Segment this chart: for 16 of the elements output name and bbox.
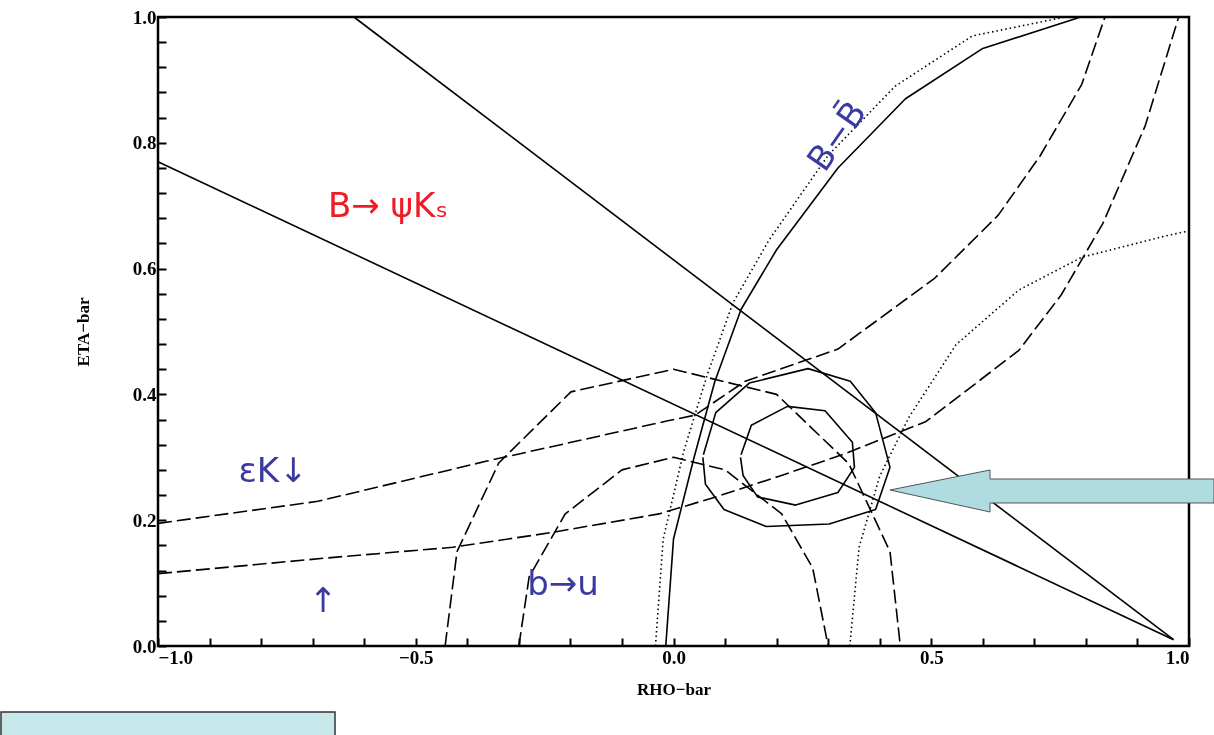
annotation: b→u <box>527 563 599 603</box>
x-tick-label: −1.0 <box>158 646 194 668</box>
y-tick-label: 0.6 <box>132 258 157 280</box>
y-tick-label: 1.0 <box>132 6 157 28</box>
x-tick-label: 0.0 <box>662 646 686 668</box>
annotation: εK↓ <box>238 450 308 490</box>
y-tick-label: 0.8 <box>132 132 157 154</box>
x-tick-label: −0.5 <box>398 646 434 668</box>
y-tick-label: 0.2 <box>132 509 157 531</box>
x-tick-label: 1.0 <box>1165 646 1190 668</box>
annotation: B→ ψKₛ <box>327 185 449 225</box>
x-axis-title: RHO−bar <box>637 679 712 699</box>
y-axis-title: ETA−bar <box>73 297 93 367</box>
y-tick-label: 0.4 <box>132 383 157 405</box>
x-tick-label: 0.5 <box>919 646 944 668</box>
annotation: ↑ <box>308 580 338 620</box>
